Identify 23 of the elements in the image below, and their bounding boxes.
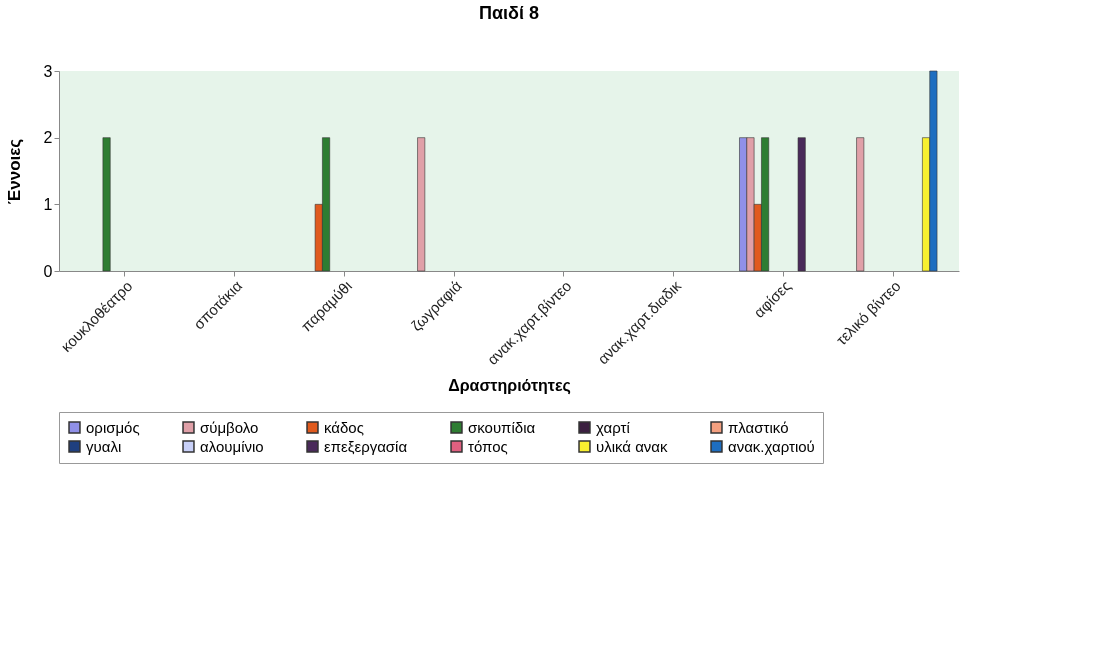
legend-label: χαρτί [596, 418, 631, 436]
legend-label: αλουμίνιο [200, 437, 264, 455]
legend-label: σκουπίδια [468, 418, 536, 436]
legend-label: ανακ.χαρτιού [728, 437, 815, 455]
y-tick-label: 2 [43, 129, 53, 147]
bar [856, 137, 865, 272]
bar [102, 137, 111, 272]
bar [417, 137, 426, 272]
x-axis-title: Δραστηριότητες [448, 376, 571, 395]
y-tick-label: 0 [43, 262, 53, 280]
legend-label: κάδος [324, 418, 364, 436]
legend-label: γυαλι [86, 437, 122, 455]
y-tick-label: 1 [43, 195, 53, 213]
legend-label: πλαστικό [728, 418, 789, 436]
bar [797, 137, 806, 272]
y-tick-label: 3 [43, 62, 53, 80]
legend-label: τόπος [468, 437, 508, 455]
legend-label: υλικά ανακ [596, 437, 669, 455]
legend-label: σύμβολο [200, 418, 259, 436]
y-axis-title: Έννοιες [4, 138, 24, 205]
legend-label: ορισμός [86, 418, 140, 436]
legend-label: επεξεργασία [324, 437, 408, 455]
chart-title: Παιδί 8 [479, 3, 539, 23]
